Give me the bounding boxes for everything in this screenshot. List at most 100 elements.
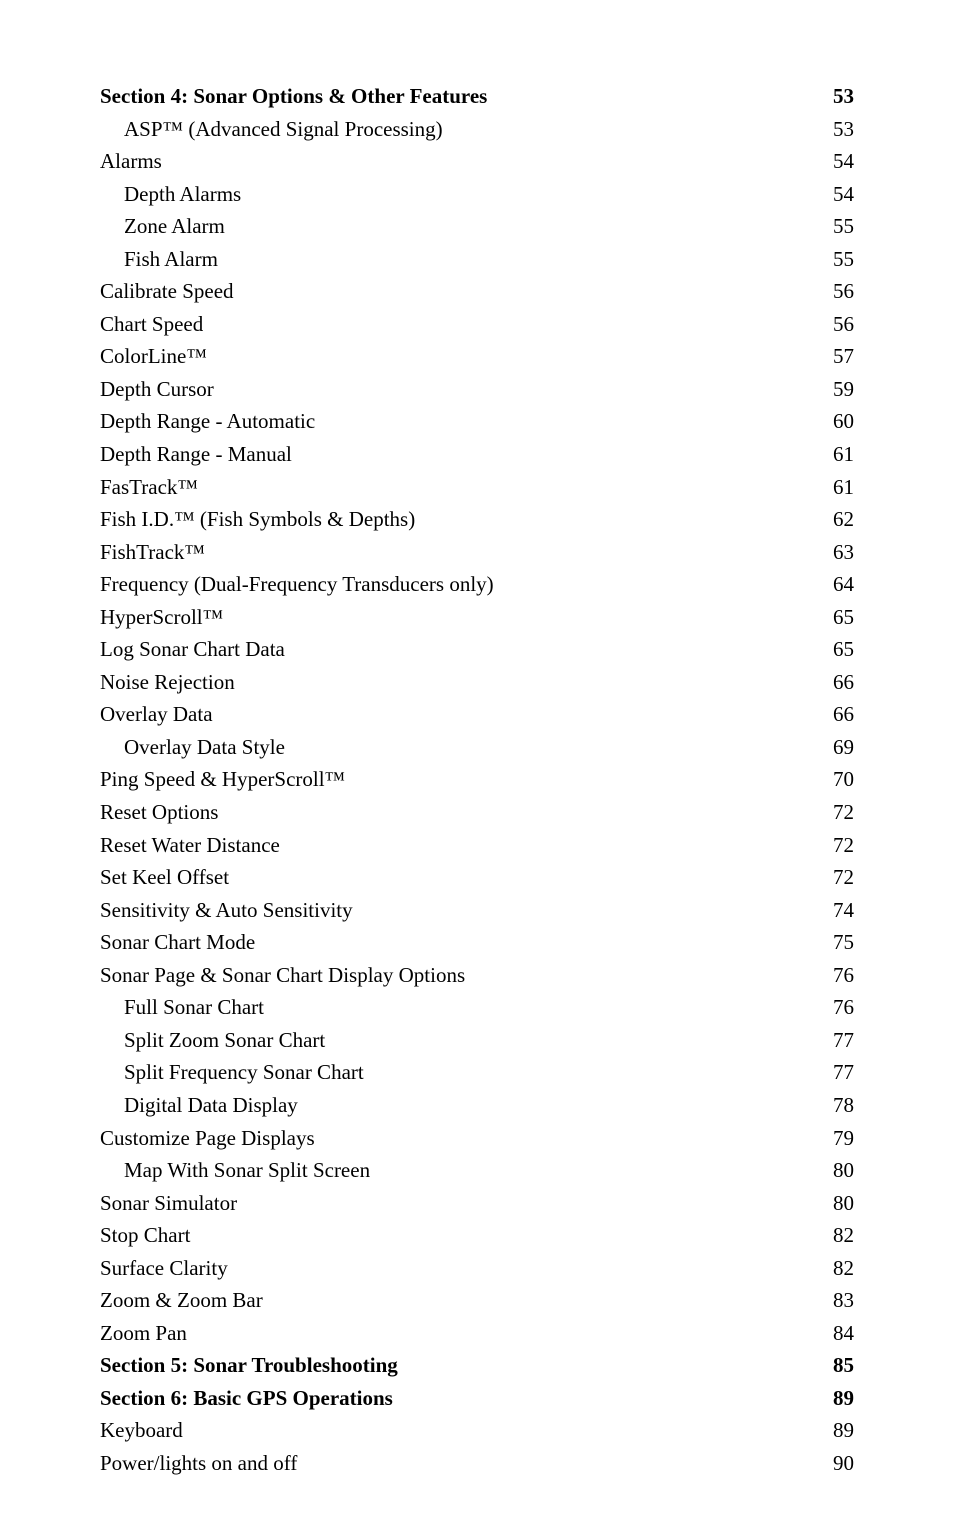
toc-entry: Sonar Page & Sonar Chart Display Options… xyxy=(100,959,854,992)
toc-entry-page: 74 xyxy=(833,894,854,927)
toc-entry-label: Section 5: Sonar Troubleshooting xyxy=(100,1349,398,1382)
toc-entry: Sonar Chart Mode 75 xyxy=(100,926,854,959)
toc-entry-label: Keyboard xyxy=(100,1414,183,1447)
toc-entry: Depth Range - Manual 61 xyxy=(100,438,854,471)
toc-entry-label: Depth Alarms xyxy=(124,178,241,211)
toc-entry-label: Overlay Data Style xyxy=(124,731,285,764)
toc-entry: Log Sonar Chart Data65 xyxy=(100,633,854,666)
toc-entry-page: 72 xyxy=(833,829,854,862)
toc-entry-page: 53 xyxy=(833,80,854,113)
toc-entry: Fish I.D.™ (Fish Symbols & Depths)62 xyxy=(100,503,854,536)
toc-entry-page: 78 xyxy=(833,1089,854,1122)
toc-entry-page: 54 xyxy=(833,145,854,178)
toc-entry-label: Split Zoom Sonar Chart xyxy=(124,1024,325,1057)
toc-entry-label: Sonar Simulator xyxy=(100,1187,237,1220)
toc-entry-label: FasTrack™ xyxy=(100,471,198,504)
toc-entry-page: 57 xyxy=(833,340,854,373)
toc-entry-label: HyperScroll™ xyxy=(100,601,223,634)
toc-entry-page: 61 xyxy=(833,471,854,504)
toc-entry-page: 89 xyxy=(833,1382,854,1415)
toc-entry: Zoom & Zoom Bar83 xyxy=(100,1284,854,1317)
toc-entry-label: Sonar Chart Mode xyxy=(100,926,255,959)
toc-entry-page: 80 xyxy=(833,1187,854,1220)
toc-entry: Depth Cursor 59 xyxy=(100,373,854,406)
toc-entry: Section 4: Sonar Options & Other Feature… xyxy=(100,80,854,113)
toc-entry: Keyboard 89 xyxy=(100,1414,854,1447)
toc-entry-label: Zone Alarm xyxy=(124,210,225,243)
toc-entry-label: Surface Clarity xyxy=(100,1252,228,1285)
toc-entry: Ping Speed & HyperScroll™70 xyxy=(100,763,854,796)
toc-entry-page: 61 xyxy=(833,438,854,471)
toc-entry: Section 6: Basic GPS Operations 89 xyxy=(100,1382,854,1415)
toc-entry-page: 75 xyxy=(833,926,854,959)
toc-entry-page: 56 xyxy=(833,275,854,308)
toc-page: Section 4: Sonar Options & Other Feature… xyxy=(0,0,954,1540)
toc-entry-page: 82 xyxy=(833,1219,854,1252)
toc-entry-page: 65 xyxy=(833,601,854,634)
toc-entry-label: ASP™ (Advanced Signal Processing) xyxy=(124,113,443,146)
toc-entry: Surface Clarity82 xyxy=(100,1252,854,1285)
toc-entry: Sonar Simulator 80 xyxy=(100,1187,854,1220)
toc-entry-label: Map With Sonar Split Screen xyxy=(124,1154,370,1187)
toc-entry: Full Sonar Chart76 xyxy=(100,991,854,1024)
toc-entry-label: Depth Range - Automatic xyxy=(100,405,315,438)
toc-entry: Stop Chart 82 xyxy=(100,1219,854,1252)
toc-entry-label: Overlay Data xyxy=(100,698,213,731)
toc-entry-page: 69 xyxy=(833,731,854,764)
toc-entry-page: 56 xyxy=(833,308,854,341)
toc-entry-label: FishTrack™ xyxy=(100,536,205,569)
toc-entry: Alarms 54 xyxy=(100,145,854,178)
toc-entry: Noise Rejection66 xyxy=(100,666,854,699)
toc-entry-page: 66 xyxy=(833,698,854,731)
toc-entry-label: Depth Range - Manual xyxy=(100,438,292,471)
toc-entry: Power/lights on and off 90 xyxy=(100,1447,854,1480)
toc-entry-label: Section 4: Sonar Options & Other Feature… xyxy=(100,80,487,113)
toc-entry: Customize Page Displays79 xyxy=(100,1122,854,1155)
toc-entry: Calibrate Speed 56 xyxy=(100,275,854,308)
toc-entry-page: 59 xyxy=(833,373,854,406)
toc-entry-page: 63 xyxy=(833,536,854,569)
toc-entry-page: 85 xyxy=(833,1349,854,1382)
toc-entry-label: Frequency (Dual-Frequency Transducers on… xyxy=(100,568,494,601)
toc-entry-label: Depth Cursor xyxy=(100,373,214,406)
toc-entry-label: Section 6: Basic GPS Operations xyxy=(100,1382,393,1415)
toc-entry-page: 65 xyxy=(833,633,854,666)
toc-entry-page: 64 xyxy=(833,568,854,601)
toc-entry-label: Stop Chart xyxy=(100,1219,190,1252)
toc-entry-label: Power/lights on and off xyxy=(100,1447,297,1480)
toc-entry-page: 90 xyxy=(833,1447,854,1480)
toc-entry-page: 55 xyxy=(833,210,854,243)
toc-entry-page: 62 xyxy=(833,503,854,536)
toc-entry-page: 60 xyxy=(833,405,854,438)
toc-entry: Zoom Pan84 xyxy=(100,1317,854,1350)
toc-entry-page: 70 xyxy=(833,763,854,796)
toc-entry: FishTrack™ 63 xyxy=(100,536,854,569)
toc-entry: Split Zoom Sonar Chart 77 xyxy=(100,1024,854,1057)
toc-entry: Overlay Data 66 xyxy=(100,698,854,731)
toc-entry-label: Split Frequency Sonar Chart xyxy=(124,1056,364,1089)
toc-entry-page: 72 xyxy=(833,796,854,829)
toc-entry: Depth Range - Automatic 60 xyxy=(100,405,854,438)
toc-entry: Set Keel Offset72 xyxy=(100,861,854,894)
toc-entry-page: 80 xyxy=(833,1154,854,1187)
toc-entry-label: Sensitivity & Auto Sensitivity xyxy=(100,894,353,927)
toc-entry-label: Alarms xyxy=(100,145,162,178)
toc-entry-label: Customize Page Displays xyxy=(100,1122,315,1155)
toc-entry: ColorLine™57 xyxy=(100,340,854,373)
toc-entry-label: Zoom Pan xyxy=(100,1317,187,1350)
toc-entry: Frequency (Dual-Frequency Transducers on… xyxy=(100,568,854,601)
toc-entry-label: Fish Alarm xyxy=(124,243,218,276)
toc-entry: Zone Alarm 55 xyxy=(100,210,854,243)
toc-entry-page: 66 xyxy=(833,666,854,699)
toc-entry-page: 77 xyxy=(833,1024,854,1057)
toc-entry-page: 72 xyxy=(833,861,854,894)
toc-entry: Split Frequency Sonar Chart77 xyxy=(100,1056,854,1089)
toc-entry-label: Calibrate Speed xyxy=(100,275,234,308)
toc-entry: Digital Data Display78 xyxy=(100,1089,854,1122)
toc-entry-page: 89 xyxy=(833,1414,854,1447)
toc-entry-page: 76 xyxy=(833,991,854,1024)
toc-entry-label: Chart Speed xyxy=(100,308,203,341)
toc-entry: HyperScroll™ 65 xyxy=(100,601,854,634)
toc-entry-page: 83 xyxy=(833,1284,854,1317)
toc-list: Section 4: Sonar Options & Other Feature… xyxy=(100,80,854,1480)
